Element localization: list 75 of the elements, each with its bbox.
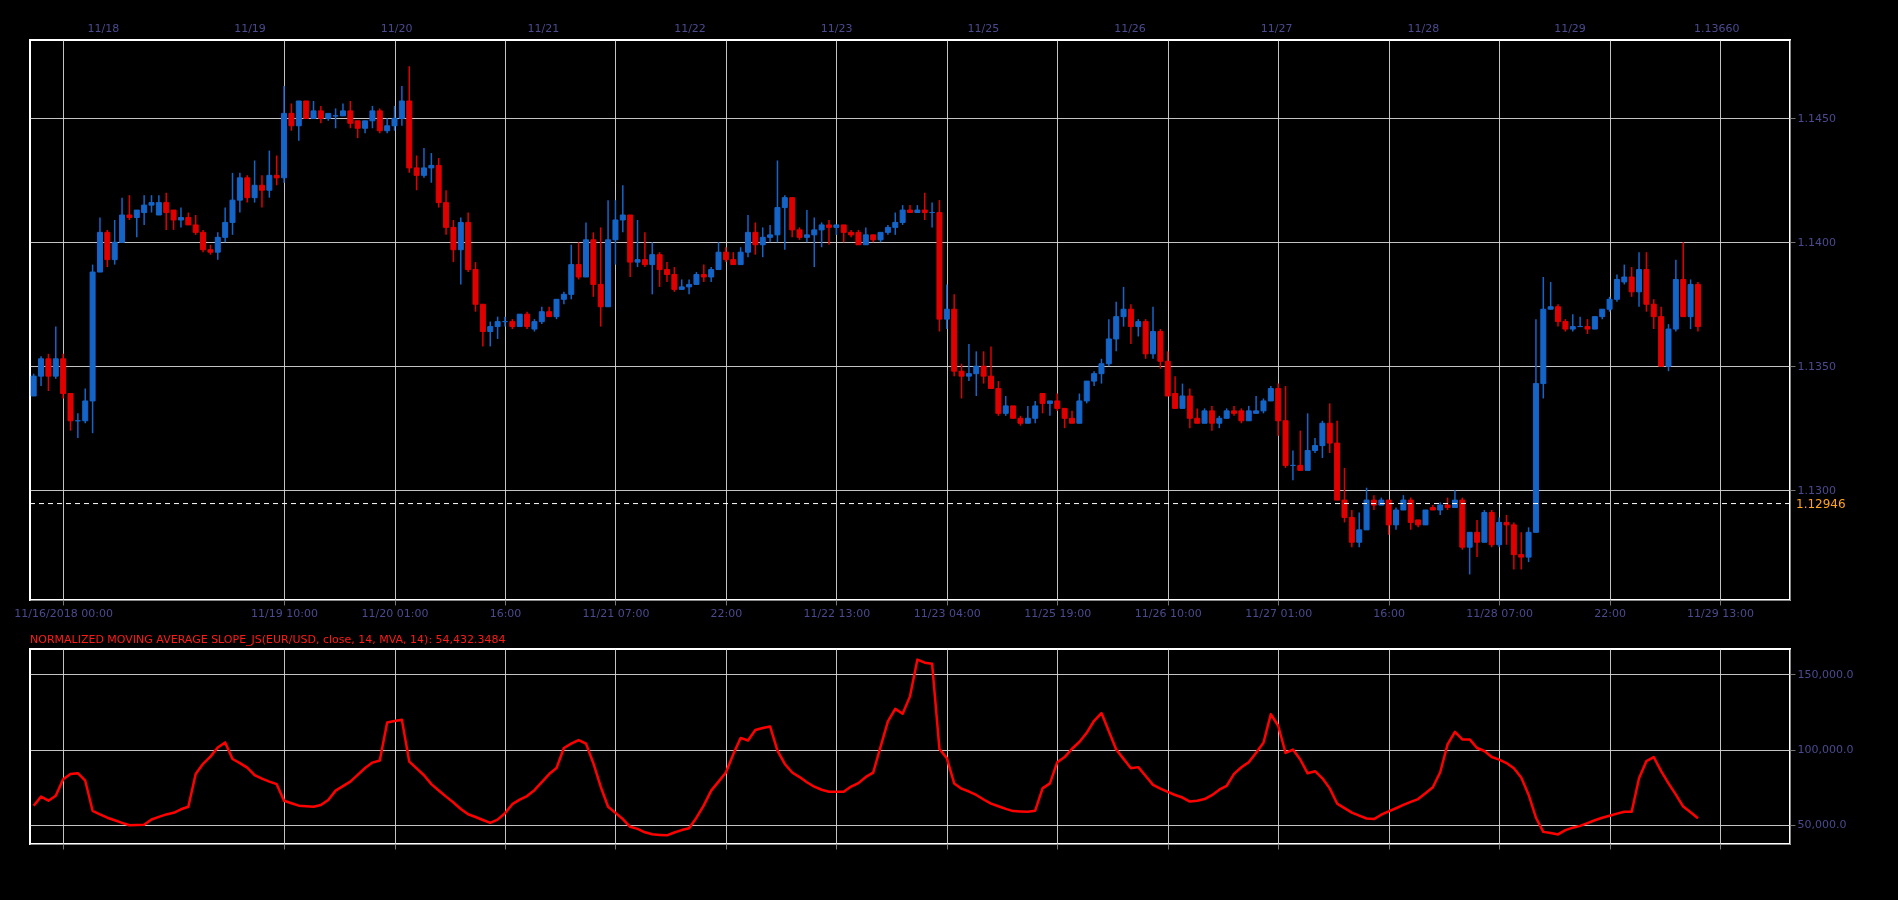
text: 11/29: [1554, 22, 1586, 35]
y-tick-label: 150,000.0: [1797, 667, 1854, 681]
x-tick-label: 22:00: [1594, 606, 1626, 620]
candlestick: [288, 102, 295, 132]
text: 11/27: [1260, 22, 1293, 35]
y-tick-label: 1.1300: [1797, 483, 1836, 497]
candlestick: [597, 226, 604, 328]
x-tick-label: 11/20 01:00: [361, 606, 429, 620]
x-tick-label: 11/16/2018 00:00: [14, 606, 113, 620]
text: 11/19: [234, 22, 266, 35]
candlestick: [1179, 382, 1186, 410]
candlestick: [1569, 313, 1576, 333]
text: 11/25: [967, 22, 1000, 35]
candlestick: [126, 194, 133, 221]
text: 1.13660: [1693, 22, 1740, 35]
candlestick: [1150, 305, 1157, 360]
candlestick: [1466, 531, 1473, 576]
x-tick-label: 11/26 10:00: [1134, 606, 1202, 620]
candlestick: [752, 221, 759, 256]
candlestick: [266, 149, 273, 199]
candlestick: [244, 174, 251, 204]
x-tick-label: 11/19 10:00: [251, 606, 319, 620]
text: 11/23: [820, 22, 853, 35]
candlestick: [700, 263, 707, 283]
x-tick-label: 11/25 19:00: [1024, 606, 1092, 620]
chart-title: NORMALIZED MOVING AVERAGE SLOPE_JS(EUR/USD, close, 14, MVA, 14): 54,432.3484: [30, 633, 506, 646]
y-tick-label: 50,000.0: [1797, 818, 1847, 832]
candlestick: [347, 100, 354, 129]
candlestick: [1039, 392, 1046, 415]
candlestick: [52, 325, 59, 380]
x-tick-label: 11/23 04:00: [913, 606, 981, 620]
candlestick: [376, 107, 383, 134]
ref-line-label: 1.12946: [1796, 496, 1846, 511]
y-tick-label: 1.1400: [1797, 235, 1836, 249]
candlestick: [177, 206, 184, 229]
candlestick: [1127, 303, 1134, 345]
text: 11/21: [527, 22, 560, 35]
candlestick: [1496, 516, 1503, 548]
candlestick: [1474, 519, 1481, 558]
x-tick-label: 16:00: [1373, 606, 1406, 620]
text: 11/18: [87, 22, 120, 35]
y-tick-label: 1.1350: [1797, 359, 1836, 373]
candlestick: [258, 174, 265, 209]
x-tick-label: 11/29 13:00: [1687, 606, 1754, 620]
x-tick-label: 11/28 07:00: [1466, 606, 1534, 620]
candlestick: [45, 353, 52, 392]
text: 11/20: [380, 22, 413, 35]
candlestick: [1636, 251, 1643, 308]
candlestick: [1046, 400, 1053, 417]
candlestick: [273, 154, 280, 187]
candlestick: [1002, 395, 1009, 417]
x-tick-label: 11/22 13:00: [803, 606, 871, 620]
text: 11/22: [674, 22, 706, 35]
candlestick: [1547, 281, 1554, 310]
candlestick: [634, 219, 641, 268]
y-tick-label: 1.1450: [1797, 111, 1836, 125]
candlestick: [1297, 429, 1304, 472]
candlestick: [921, 191, 928, 221]
candlestick: [575, 241, 582, 281]
candlestick: [943, 283, 950, 330]
y-tick-label: 100,000.0: [1797, 743, 1854, 757]
candlestick: [332, 107, 339, 129]
x-tick-label: 16:00: [489, 606, 522, 620]
x-tick-label: 11/27 01:00: [1245, 606, 1313, 620]
candlestick: [1208, 405, 1215, 432]
text: 11/28: [1407, 22, 1440, 35]
candlestick: [826, 219, 832, 246]
candlestick: [649, 241, 656, 296]
candlestick: [641, 231, 648, 268]
text: 11/26: [1114, 22, 1146, 35]
x-tick-label: 22:00: [710, 606, 743, 620]
candlestick: [1628, 266, 1635, 298]
candlestick: [251, 159, 258, 204]
line-series: [32, 658, 1700, 837]
x-tick-label: 11/21 07:00: [582, 606, 650, 620]
